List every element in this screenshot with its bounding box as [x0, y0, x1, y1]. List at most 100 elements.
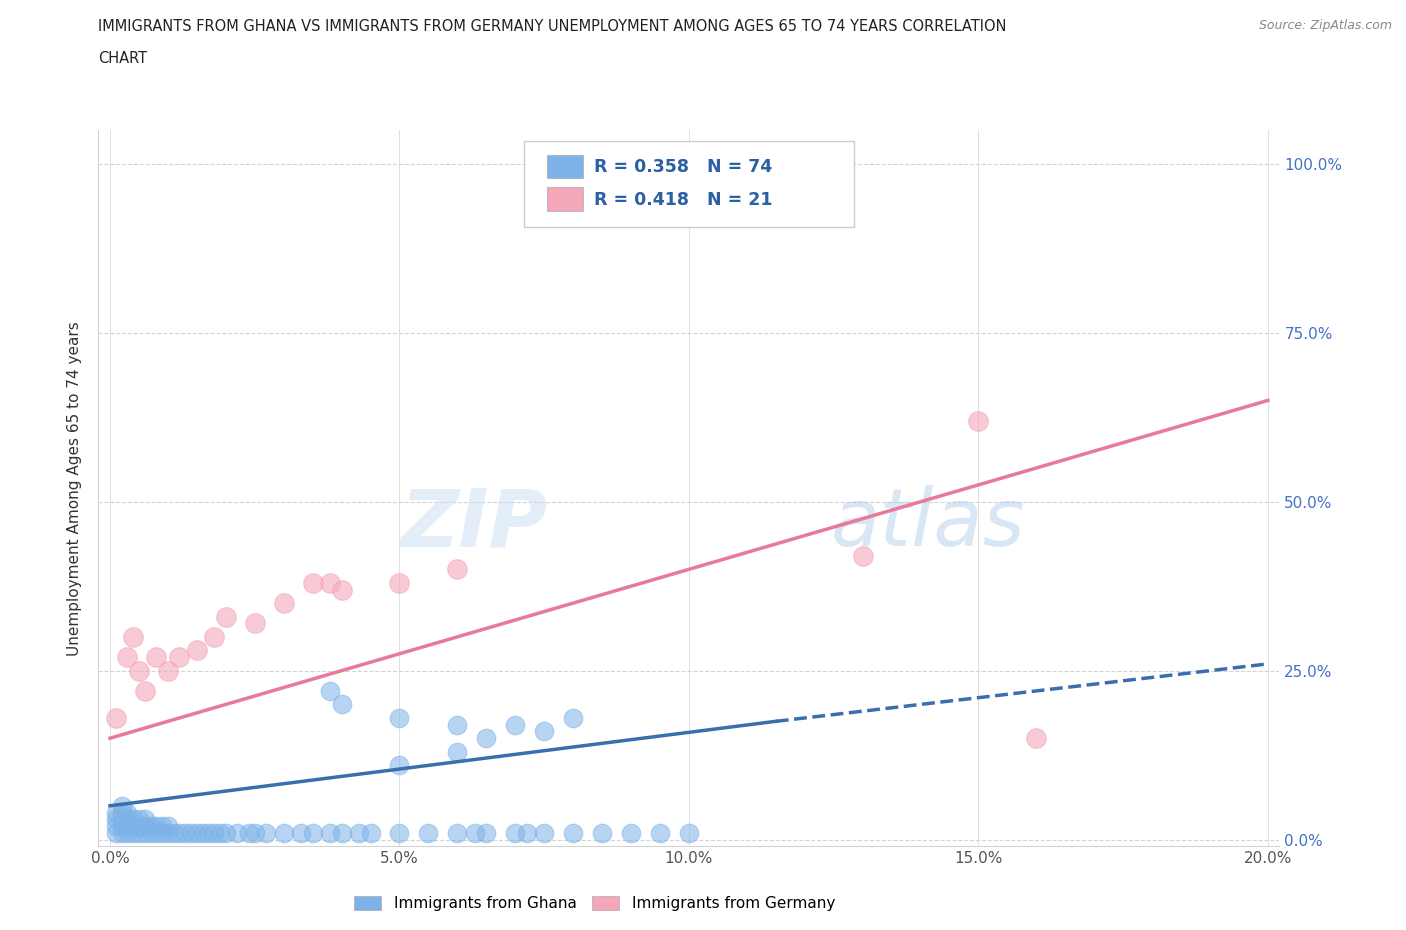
Point	[967, 413, 990, 428]
Point	[145, 825, 167, 840]
FancyBboxPatch shape	[523, 141, 855, 227]
Point	[117, 805, 139, 820]
Point	[418, 825, 440, 840]
Point	[169, 825, 191, 840]
Point	[186, 825, 208, 840]
Point	[503, 825, 526, 840]
Point	[648, 825, 671, 840]
Point	[678, 825, 700, 840]
Text: R = 0.418   N = 21: R = 0.418 N = 21	[595, 191, 773, 208]
Legend: Immigrants from Ghana, Immigrants from Germany: Immigrants from Ghana, Immigrants from G…	[347, 890, 841, 917]
Point	[174, 825, 197, 840]
Point	[134, 825, 156, 840]
Point	[330, 582, 353, 597]
Point	[104, 818, 127, 833]
Point	[117, 650, 139, 665]
Point	[122, 818, 145, 833]
Point	[301, 576, 323, 591]
Text: atlas: atlas	[831, 485, 1025, 563]
Point	[128, 825, 150, 840]
Point	[388, 758, 411, 773]
Point	[139, 818, 162, 833]
Point	[197, 825, 219, 840]
Point	[319, 684, 342, 698]
Point	[360, 825, 382, 840]
Point	[117, 825, 139, 840]
Point	[533, 825, 555, 840]
Point	[110, 812, 132, 827]
Text: Source: ZipAtlas.com: Source: ZipAtlas.com	[1258, 19, 1392, 32]
Point	[145, 818, 167, 833]
Point	[620, 825, 643, 840]
Point	[117, 812, 139, 827]
Point	[273, 825, 295, 840]
Point	[533, 724, 555, 739]
Point	[122, 630, 145, 644]
Point	[446, 825, 468, 840]
Point	[139, 825, 162, 840]
Point	[145, 650, 167, 665]
Point	[128, 663, 150, 678]
Point	[122, 825, 145, 840]
Point	[1025, 731, 1047, 746]
Point	[330, 697, 353, 711]
Point	[150, 825, 173, 840]
Point	[180, 825, 202, 840]
Point	[446, 562, 468, 577]
Point	[110, 805, 132, 820]
Point	[562, 825, 585, 840]
Point	[464, 825, 486, 840]
Point	[215, 825, 238, 840]
Point	[238, 825, 260, 840]
Point	[319, 825, 342, 840]
Point	[134, 684, 156, 698]
Point	[150, 818, 173, 833]
Point	[475, 825, 498, 840]
Point	[128, 818, 150, 833]
Point	[156, 825, 179, 840]
Point	[110, 818, 132, 833]
Point	[134, 812, 156, 827]
Point	[243, 616, 266, 631]
Point	[562, 711, 585, 725]
Point	[104, 711, 127, 725]
Point	[475, 731, 498, 746]
Text: R = 0.358   N = 74: R = 0.358 N = 74	[595, 158, 773, 176]
Point	[186, 643, 208, 658]
Point	[301, 825, 323, 840]
Bar	[547, 154, 582, 179]
Point	[156, 663, 179, 678]
Point	[516, 825, 538, 840]
Point	[191, 825, 214, 840]
Point	[254, 825, 277, 840]
Point	[202, 825, 225, 840]
Point	[215, 609, 238, 624]
Point	[104, 825, 127, 840]
Point	[117, 818, 139, 833]
Point	[163, 825, 186, 840]
Point	[122, 812, 145, 827]
Point	[852, 549, 875, 564]
Point	[503, 717, 526, 732]
Point	[110, 798, 132, 813]
Point	[319, 576, 342, 591]
Point	[134, 818, 156, 833]
Y-axis label: Unemployment Among Ages 65 to 74 years: Unemployment Among Ages 65 to 74 years	[67, 321, 83, 656]
Text: ZIP: ZIP	[399, 485, 547, 563]
Point	[110, 825, 132, 840]
Point	[208, 825, 231, 840]
Point	[243, 825, 266, 840]
Bar	[547, 188, 582, 211]
Point	[290, 825, 312, 840]
Point	[226, 825, 249, 840]
Text: CHART: CHART	[98, 51, 148, 66]
Point	[273, 595, 295, 610]
Point	[446, 717, 468, 732]
Point	[104, 805, 127, 820]
Point	[104, 812, 127, 827]
Point	[388, 825, 411, 840]
Point	[128, 812, 150, 827]
Point	[156, 818, 179, 833]
Point	[330, 825, 353, 840]
Point	[446, 744, 468, 759]
